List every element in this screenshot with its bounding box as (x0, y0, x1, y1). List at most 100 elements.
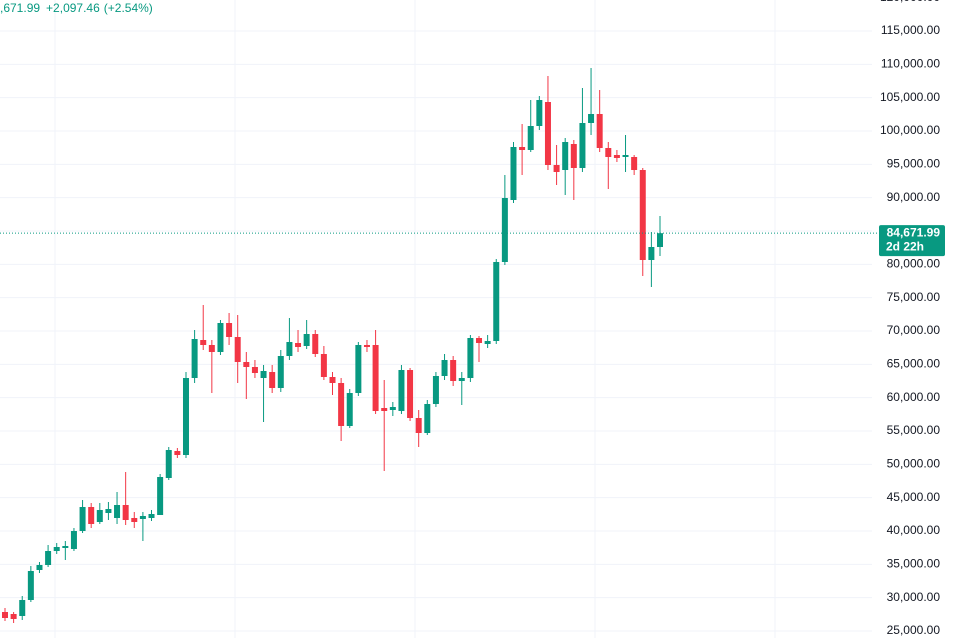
price-axis: 25,000.00 30,000.00 35,000.00 40,000.00 45,0… (879, 0, 945, 637)
candle-body (88, 507, 95, 524)
candle-body (2, 612, 8, 618)
candle-body (407, 370, 414, 418)
candle-body (553, 165, 560, 172)
candle-body (605, 148, 612, 157)
candle-body (27, 571, 34, 600)
candle-body (570, 144, 577, 168)
y-tick-label: 120,000.00 (880, 0, 940, 4)
y-tick-label: 30,000.00 (887, 590, 941, 604)
candle-body (62, 546, 69, 548)
candle-body (269, 372, 276, 388)
y-tick-label: 60,000.00 (887, 390, 941, 404)
candle-body (657, 233, 663, 247)
candle-body (381, 408, 388, 411)
candle-body (200, 340, 207, 345)
candle-body (639, 170, 646, 260)
candle-body (157, 477, 164, 515)
candle-body (372, 345, 379, 411)
candle-body (613, 155, 620, 158)
candle-body (415, 418, 422, 433)
candle-body (320, 354, 327, 377)
y-tick-label: 50,000.00 (887, 457, 941, 471)
candle-body (139, 516, 146, 519)
candle-body (346, 393, 353, 426)
candle-body (441, 360, 448, 376)
candle-body (458, 378, 465, 381)
candles (0, 68, 878, 623)
candle-body (622, 155, 629, 157)
candle-body (312, 334, 319, 354)
y-tick-label: 75,000.00 (887, 290, 941, 304)
candle-body (398, 370, 405, 411)
y-tick-label: 55,000.00 (887, 423, 941, 437)
candle-body (389, 407, 396, 410)
candle-body (338, 383, 345, 426)
candle-body (536, 100, 543, 126)
y-tick-label: 95,000.00 (887, 157, 941, 171)
candle-body (596, 114, 603, 148)
candle-body (476, 338, 483, 343)
candle-body (208, 345, 215, 352)
candle-body (148, 514, 155, 518)
candle-body (105, 509, 112, 513)
candle-body (36, 565, 43, 570)
candle-body (648, 247, 655, 260)
header-change-pct: (+2.54%) (104, 1, 153, 15)
candle-body (432, 376, 439, 404)
candle-body (527, 126, 534, 150)
last-price-tag (879, 225, 945, 257)
candle-body (519, 147, 526, 150)
candle-body (501, 198, 508, 262)
candle-body (174, 451, 181, 455)
candle-body (484, 341, 491, 344)
candle-body (493, 262, 500, 341)
candle-body (226, 323, 233, 337)
candle-body (251, 367, 258, 373)
candle-body (96, 510, 103, 522)
candle-body (53, 547, 60, 551)
candle-body (467, 338, 474, 378)
candle-body (217, 323, 224, 352)
candle-body (165, 450, 172, 478)
candle-body (355, 345, 362, 393)
y-tick-label: 105,000.00 (880, 90, 940, 104)
candle-body (243, 362, 250, 367)
y-tick-label: 110,000.00 (881, 57, 940, 71)
time-grid (54, 0, 776, 638)
candle-body (588, 114, 595, 123)
candle-body (114, 505, 121, 518)
y-tick-label: 115,000.00 (881, 23, 940, 37)
candle-body (10, 614, 17, 619)
candle-body (234, 337, 241, 362)
last-price-label: 84,671.99 (887, 225, 941, 239)
candle-body (286, 342, 293, 356)
header-quote: ,671.99 +2,097.46 (+2.54%) (0, 1, 153, 15)
y-tick-label: 70,000.00 (887, 323, 941, 337)
candle-body (277, 356, 284, 388)
candle-body (544, 102, 551, 165)
candle-body (19, 600, 26, 616)
y-tick-label: 100,000.00 (880, 123, 940, 137)
candle-body (295, 343, 302, 347)
candle-body (363, 345, 370, 347)
candle-body (131, 518, 138, 522)
candle-body (510, 147, 517, 200)
candle-body (79, 507, 86, 531)
candle-body (182, 378, 189, 455)
y-tick-label: 35,000.00 (887, 557, 941, 571)
y-tick-label: 45,000.00 (887, 490, 941, 504)
candle-body (70, 531, 77, 549)
header-change: +2,097.46 (46, 1, 100, 15)
candle-body (562, 142, 569, 170)
y-tick-label: 40,000.00 (887, 523, 941, 537)
candle-body (579, 123, 586, 168)
countdown-label: 2d 22h (886, 239, 924, 253)
y-tick-label: 65,000.00 (887, 357, 941, 371)
candle-body (424, 404, 431, 433)
y-tick-label: 90,000.00 (887, 190, 941, 204)
header-price: ,671.99 (0, 1, 40, 15)
candle-body (450, 360, 457, 381)
candle-body (45, 551, 52, 565)
